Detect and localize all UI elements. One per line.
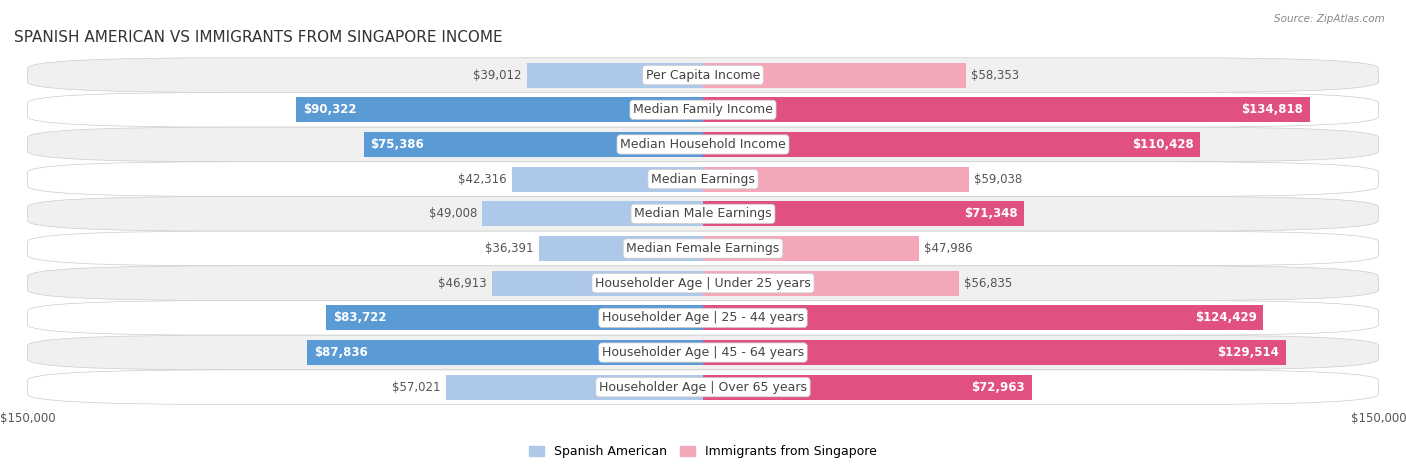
Text: Per Capita Income: Per Capita Income xyxy=(645,69,761,82)
Bar xyxy=(703,236,920,261)
Bar xyxy=(492,271,703,296)
Text: $59,038: $59,038 xyxy=(974,173,1022,186)
Text: $134,818: $134,818 xyxy=(1241,103,1303,116)
Bar xyxy=(538,236,703,261)
Bar xyxy=(703,375,1032,400)
Text: $87,836: $87,836 xyxy=(314,346,368,359)
Bar xyxy=(512,167,703,191)
FancyBboxPatch shape xyxy=(28,231,1378,266)
Text: SPANISH AMERICAN VS IMMIGRANTS FROM SINGAPORE INCOME: SPANISH AMERICAN VS IMMIGRANTS FROM SING… xyxy=(14,30,503,45)
Text: Source: ZipAtlas.com: Source: ZipAtlas.com xyxy=(1274,14,1385,24)
Text: Householder Age | Over 65 years: Householder Age | Over 65 years xyxy=(599,381,807,394)
FancyBboxPatch shape xyxy=(28,162,1378,197)
Text: $90,322: $90,322 xyxy=(304,103,357,116)
Bar xyxy=(297,97,703,122)
Text: $75,386: $75,386 xyxy=(370,138,425,151)
FancyBboxPatch shape xyxy=(28,266,1378,301)
Bar xyxy=(703,271,959,296)
Bar xyxy=(482,201,703,226)
Text: $49,008: $49,008 xyxy=(429,207,477,220)
FancyBboxPatch shape xyxy=(28,58,1378,92)
Bar xyxy=(703,97,1310,122)
Text: Median Female Earnings: Median Female Earnings xyxy=(627,242,779,255)
Text: Median Earnings: Median Earnings xyxy=(651,173,755,186)
Text: $124,429: $124,429 xyxy=(1195,311,1257,325)
Text: Householder Age | Under 25 years: Householder Age | Under 25 years xyxy=(595,276,811,290)
FancyBboxPatch shape xyxy=(28,92,1378,127)
Text: $110,428: $110,428 xyxy=(1132,138,1194,151)
Bar xyxy=(308,340,703,365)
Bar xyxy=(527,63,703,88)
Bar xyxy=(703,167,969,191)
Legend: Spanish American, Immigrants from Singapore: Spanish American, Immigrants from Singap… xyxy=(524,440,882,463)
Bar xyxy=(446,375,703,400)
FancyBboxPatch shape xyxy=(28,197,1378,231)
Text: $56,835: $56,835 xyxy=(965,276,1012,290)
FancyBboxPatch shape xyxy=(28,370,1378,404)
Bar xyxy=(703,63,966,88)
Bar xyxy=(703,201,1025,226)
Text: $129,514: $129,514 xyxy=(1218,346,1279,359)
Text: Median Male Earnings: Median Male Earnings xyxy=(634,207,772,220)
Text: $36,391: $36,391 xyxy=(485,242,534,255)
Text: Householder Age | 45 - 64 years: Householder Age | 45 - 64 years xyxy=(602,346,804,359)
Text: $58,353: $58,353 xyxy=(972,69,1019,82)
FancyBboxPatch shape xyxy=(28,301,1378,335)
Bar xyxy=(703,132,1201,157)
Bar xyxy=(703,340,1286,365)
Text: Median Household Income: Median Household Income xyxy=(620,138,786,151)
FancyBboxPatch shape xyxy=(28,335,1378,370)
FancyBboxPatch shape xyxy=(28,127,1378,162)
Text: $46,913: $46,913 xyxy=(437,276,486,290)
Text: $42,316: $42,316 xyxy=(458,173,508,186)
Bar xyxy=(326,305,703,330)
Text: Median Family Income: Median Family Income xyxy=(633,103,773,116)
Text: $39,012: $39,012 xyxy=(474,69,522,82)
Text: $72,963: $72,963 xyxy=(972,381,1025,394)
Bar xyxy=(364,132,703,157)
Text: Householder Age | 25 - 44 years: Householder Age | 25 - 44 years xyxy=(602,311,804,325)
Text: $83,722: $83,722 xyxy=(333,311,387,325)
Text: $71,348: $71,348 xyxy=(965,207,1018,220)
Text: $57,021: $57,021 xyxy=(392,381,441,394)
Text: $47,986: $47,986 xyxy=(925,242,973,255)
Bar xyxy=(703,305,1263,330)
